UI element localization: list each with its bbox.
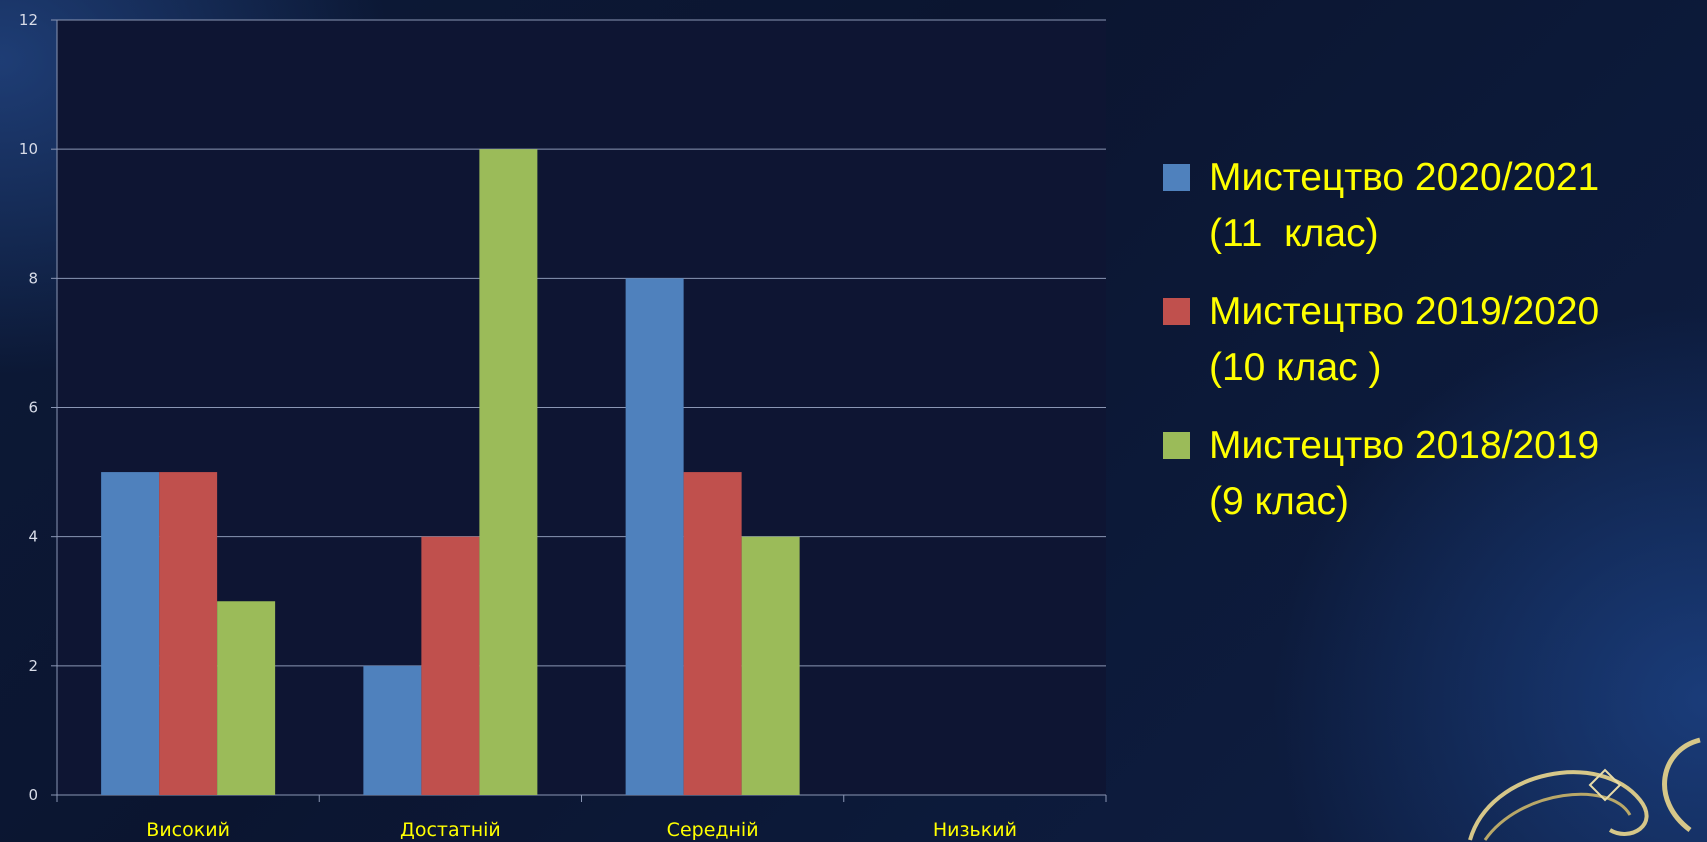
bar: [159, 472, 218, 795]
x-tick-label: Високий: [146, 819, 230, 841]
x-tick-label: Середній: [667, 819, 759, 841]
bar: [683, 472, 742, 795]
bar: [101, 472, 160, 795]
legend-label: Мистецтво 2018/2019 (9 клас): [1209, 424, 1600, 523]
legend-item: Мистецтво 2020/2021 (11 клас): [1163, 150, 1703, 262]
legend: Мистецтво 2020/2021 (11 клас) Мистецтво …: [1163, 150, 1703, 552]
y-tick-label: 10: [19, 140, 38, 158]
bar: [421, 536, 480, 795]
legend-swatch: [1163, 164, 1190, 191]
x-tick-labels: Високий Достатній Середній Низький: [146, 819, 1017, 841]
legend-item: Мистецтво 2019/2020 (10 клас ): [1163, 284, 1703, 396]
bars: [101, 149, 800, 795]
y-tick-label: 2: [28, 657, 38, 675]
y-tick-label: 0: [28, 786, 38, 804]
bar: [217, 601, 276, 795]
legend-swatch: [1163, 298, 1190, 325]
y-tick-label: 6: [28, 399, 38, 417]
bar: [479, 149, 538, 795]
bar: [363, 665, 422, 795]
bar: [625, 278, 684, 795]
decorative-swirl-ornament: [1468, 737, 1701, 841]
bar: [741, 536, 800, 795]
legend-swatch: [1163, 432, 1190, 459]
legend-item: Мистецтво 2018/2019 (9 клас): [1163, 418, 1703, 530]
y-tick-label: 4: [28, 528, 38, 546]
legend-label: Мистецтво 2020/2021 (11 клас): [1209, 156, 1600, 255]
x-tick-label: Низький: [933, 819, 1017, 841]
y-tick-labels: 0 2 4 6 8 10 12: [19, 11, 38, 804]
y-tick-label: 8: [28, 269, 38, 287]
x-tick-label: Достатній: [400, 819, 501, 841]
y-tick-label: 12: [19, 11, 38, 29]
legend-label: Мистецтво 2019/2020 (10 клас ): [1209, 290, 1600, 389]
